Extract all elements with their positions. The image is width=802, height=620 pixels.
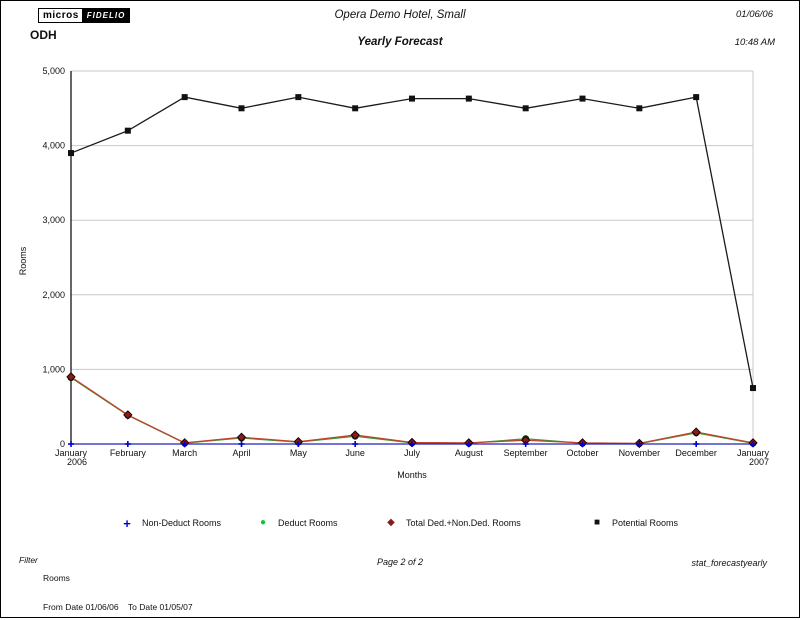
filter-line: From Date 01/06/06 To Date 01/05/07 (43, 601, 193, 612)
filter-details: Rooms From Date 01/06/06 To Date 01/05/0… (43, 555, 193, 617)
x-axis-title: Months (397, 470, 427, 480)
micros-logo-text: micros (38, 8, 83, 23)
print-date: 01/06/06 (736, 9, 773, 20)
legend-item-total-rooms: ◆ Total Ded.+Non.Ded. Rooms (385, 513, 521, 533)
x-tick-label: July (404, 448, 421, 458)
total-diamond-icon: ◆ (387, 517, 395, 528)
page-number: Page 2 of 2 (376, 557, 424, 567)
y-tick-label: 4,000 (42, 141, 65, 151)
filter-label: Filter (19, 555, 38, 565)
legend-item-potential-rooms: ■ Potential Rooms (591, 513, 678, 533)
report-title: Opera Demo Hotel, Small (334, 9, 466, 21)
series-markers-non-deduct-rooms (68, 441, 756, 447)
series-line-potential-rooms (70, 96, 754, 389)
series-non-deduct-rooms (68, 441, 756, 447)
legend-label: Total Ded.+Non.Ded. Rooms (406, 518, 521, 528)
property-code: ODH (30, 28, 57, 42)
fidelio-logo-text: FIDELIO (82, 8, 131, 23)
non-deduct-plus-icon: + (123, 515, 131, 531)
micros-fidelio-logo: micros FIDELIO (38, 8, 131, 23)
series-potential-rooms (68, 94, 756, 392)
legend-label: Deduct Rooms (278, 518, 338, 528)
y-axis-labels: 0 1,000 2,000 3,000 4,000 5,000 (42, 66, 65, 449)
forecast-chart: 01,0002,0003,0004,0005,000January2006Feb… (18, 66, 770, 480)
x-tick-label: May (290, 448, 308, 458)
y-axis-title: Rooms (18, 246, 28, 275)
legend-item-deduct-rooms: ● Deduct Rooms (257, 513, 338, 533)
x-tick-label: November (619, 448, 661, 458)
y-tick-label: 1,000 (42, 364, 65, 374)
x-tick-label: March (172, 448, 197, 458)
x-tick-label: January (737, 448, 770, 458)
x-tick-label: October (566, 448, 598, 458)
series-line-deduct-rooms (70, 377, 754, 445)
x-tick-label: April (232, 448, 250, 458)
print-time: 10:48 AM (734, 37, 775, 48)
legend-label: Potential Rooms (612, 518, 679, 528)
x-tick-label: December (675, 448, 717, 458)
gridlines (71, 70, 754, 444)
report-id: stat_forecastyearly (691, 558, 767, 568)
y-tick-label: 0 (60, 439, 65, 449)
potential-square-icon: ■ (593, 517, 601, 528)
x-tick-label-year: 2006 (67, 457, 87, 467)
series-total-ded-non-ded-rooms (66, 372, 758, 449)
y-tick-label: 5,000 (42, 66, 65, 76)
filter-line: Rooms (43, 573, 70, 583)
legend-item-non-deduct-rooms: + Non-Deduct Rooms (121, 513, 221, 533)
x-tick-label-year: 2007 (749, 457, 769, 467)
x-tick-label: January (55, 448, 88, 458)
series-markers-potential-rooms (68, 94, 756, 392)
y-tick-label: 2,000 (42, 290, 65, 300)
x-tick-label: August (455, 448, 484, 458)
report-subtitle: Yearly Forecast (357, 36, 443, 48)
x-tick-label: February (110, 448, 147, 458)
x-tick-label: September (504, 448, 548, 458)
deduct-circle-icon: ● (259, 517, 267, 528)
y-tick-label: 3,000 (42, 215, 65, 225)
chart-legend: + Non-Deduct Rooms ● Deduct Rooms ◆ Tota… (1, 513, 799, 535)
x-tick-label: June (345, 448, 365, 458)
series-line-total-ded-non-ded-rooms (70, 376, 754, 445)
legend-label: Non-Deduct Rooms (142, 518, 222, 528)
